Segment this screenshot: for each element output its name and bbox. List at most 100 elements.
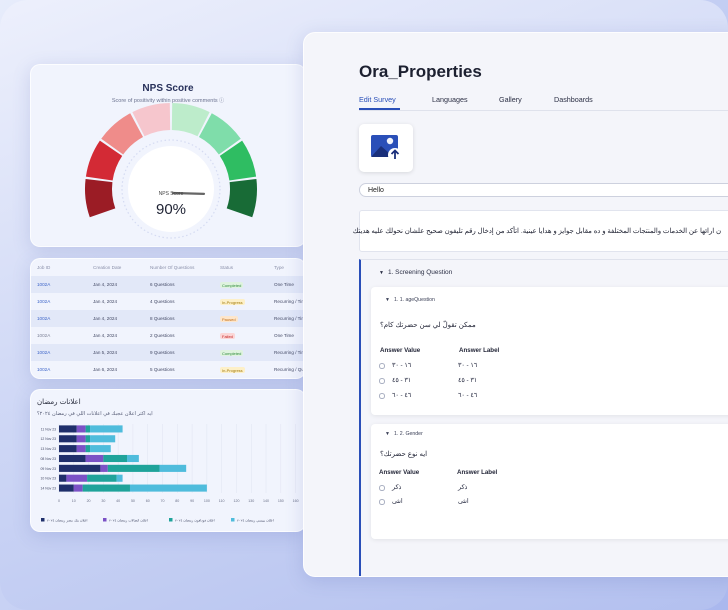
legend-label[interactable]: اعلان فودافون رمضان ٢٠٢٤ (175, 518, 215, 522)
bar-segment[interactable] (127, 454, 139, 463)
status-badge: In-Progress (220, 367, 245, 373)
job-id-link[interactable]: 1002A (37, 350, 51, 355)
bar-segment[interactable] (85, 435, 91, 443)
answer-radio[interactable] (379, 393, 385, 399)
tab-gallery[interactable]: Gallery (499, 95, 522, 104)
y-tick-label: 10 Nov 23 (41, 477, 57, 481)
bar-segment[interactable] (85, 445, 91, 453)
survey-description-input[interactable]: ن ارائها عن الخدمات والمنتجات المختلفة و… (353, 210, 728, 252)
bar-segment[interactable] (85, 425, 91, 433)
x-tick-label: 120 (233, 499, 239, 503)
chevron-down-icon[interactable]: ▼ (385, 297, 390, 303)
answer-radio[interactable] (379, 485, 385, 491)
bar-segment[interactable] (159, 464, 187, 472)
bar-segment[interactable] (100, 464, 108, 472)
question-header[interactable]: ▼ 1. 1. ageQuestion (385, 297, 435, 303)
bar-segment[interactable] (66, 474, 88, 482)
nps-title: NPS Score (142, 83, 194, 94)
gauge-center (128, 146, 214, 232)
creation-date-cell: Jan 4, 2024 (93, 316, 118, 321)
header-creation-date[interactable]: Creation Date (93, 265, 122, 270)
header-status[interactable]: Status (220, 265, 234, 270)
image-upload-icon (371, 135, 402, 162)
job-id-link[interactable]: 1002A (37, 282, 51, 287)
bar-segment[interactable] (90, 425, 123, 433)
question-card-age: ▼ 1. 1. ageQuestion ممكن تقولّ لي سن حضرت… (371, 287, 728, 415)
table-row[interactable]: 1002A Jan 4, 2024 2 Questions Failed One Tim… (31, 327, 305, 344)
chevron-down-icon[interactable]: ▼ (379, 270, 384, 276)
bar-segment[interactable] (59, 445, 77, 453)
status-badge: In-Progress (220, 299, 245, 305)
table-row[interactable]: 1002A Jan 6, 2024 5 Questions In-Progress Re… (31, 361, 305, 378)
gauge-segment (85, 140, 123, 181)
info-icon[interactable]: ⓘ (219, 98, 225, 104)
bar-segment[interactable] (90, 445, 111, 453)
bar-segment[interactable] (129, 484, 207, 492)
answer-value: انثى (392, 498, 403, 505)
answer-radio[interactable] (379, 378, 385, 384)
bar-segment[interactable] (103, 454, 128, 463)
x-tick-label: 40 (116, 499, 120, 503)
y-tick-label: 12 Nov 23 (41, 437, 57, 441)
legend-label[interactable]: اعلان بيبسي رمضان ٢٠٢٤ (237, 518, 274, 522)
gauge-segment (101, 113, 144, 155)
header-number-of-questions[interactable]: Number Of Questions (150, 265, 195, 270)
survey-editor-panel: Ora_Properties Edit Survey Languages Gal… (303, 32, 728, 577)
survey-title-input[interactable]: Hello (359, 183, 728, 197)
x-tick-label: 90 (190, 499, 194, 503)
job-id-link[interactable]: 1002A (37, 316, 51, 321)
bar-segment[interactable] (59, 425, 77, 433)
header-type[interactable]: Type (274, 265, 284, 270)
table-row[interactable]: 1002A Jan 4, 2024 4 Questions In-Progress Re… (31, 293, 306, 310)
creation-date-cell: Jan 4, 2024 (93, 333, 118, 338)
bar-segment[interactable] (59, 474, 67, 482)
active-tab-indicator (359, 108, 400, 110)
creation-date-cell: Jan 4, 2024 (93, 282, 118, 287)
bar-segment[interactable] (107, 464, 160, 472)
table-row[interactable]: 1002A Jan 4, 2024 8 Questions Paused Recurri… (31, 310, 306, 327)
bar-segment[interactable] (76, 425, 86, 433)
y-tick-label: 13 Nov 23 (41, 447, 57, 451)
bar-segment[interactable] (76, 435, 86, 443)
tab-edit-survey[interactable]: Edit Survey (359, 95, 396, 104)
gauge-segment (198, 113, 241, 155)
bar-segment[interactable] (87, 474, 117, 482)
bar-segment[interactable] (59, 464, 101, 472)
bar-segment[interactable] (59, 454, 86, 463)
gauge-segment (85, 178, 116, 218)
chevron-down-icon[interactable]: ▼ (385, 431, 390, 437)
ramadan-ads-card: اعلانات رمضان ايه اكثر اعلان عجبك في اعل… (30, 389, 306, 532)
legend-label[interactable]: اعلان اتصالات رمضان ٢٠٢٤ (109, 518, 148, 522)
tab-languages[interactable]: Languages (432, 95, 468, 104)
question-label: 1. 1. ageQuestion (393, 297, 435, 303)
answer-label: ٤٦ - ٦٠ (458, 392, 478, 399)
answer-radio[interactable] (379, 363, 385, 369)
bar-segment[interactable] (90, 435, 116, 443)
type-cell: Recurring / Time (274, 316, 306, 321)
question-header[interactable]: ▼ 1. 2. Gender (385, 431, 423, 437)
y-tick-label: 08 Nov 23 (41, 457, 57, 461)
job-id-link[interactable]: 1002A (37, 299, 51, 304)
table-row[interactable]: 1002A Jan 5, 2024 9 Questions Completed Recu… (31, 344, 305, 361)
bar-segment[interactable] (76, 445, 86, 453)
bar-segment[interactable] (59, 435, 77, 443)
legend-label[interactable]: اعلان بنك مصر رمضان ٢٠٢٤ (47, 518, 88, 522)
bar-segment[interactable] (85, 454, 104, 463)
bar-segment[interactable] (73, 484, 83, 492)
tab-dashboards[interactable]: Dashboards (554, 95, 593, 104)
answer-value-header: Answer Value (379, 469, 420, 476)
job-id-link[interactable]: 1002A (37, 333, 51, 338)
type-cell: Recurring / Time (274, 299, 306, 304)
answer-radio[interactable] (379, 499, 385, 505)
status-badge: Failed (220, 333, 235, 339)
header-job-id[interactable]: Job ID (37, 265, 51, 270)
job-id-link[interactable]: 1002A (37, 367, 51, 372)
bar-segment[interactable] (116, 474, 123, 482)
screening-section-header[interactable]: ▼ 1. Screening Question (379, 269, 452, 276)
bar-segment[interactable] (59, 484, 74, 492)
y-tick-label: 11 Nov 23 (41, 427, 56, 431)
bar-segment[interactable] (82, 484, 130, 492)
table-row[interactable]: 1002A Jan 4, 2024 6 Questions Completed One … (31, 276, 305, 293)
survey-image-upload[interactable] (359, 124, 413, 172)
